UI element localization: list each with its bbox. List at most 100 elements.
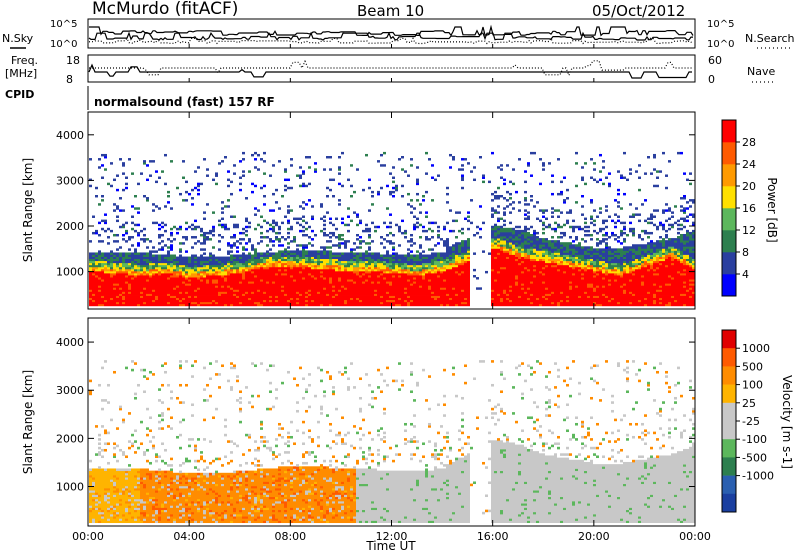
power-cell	[293, 217, 296, 221]
power-cell	[266, 258, 269, 262]
power-cell	[122, 266, 125, 270]
power-cell	[164, 297, 167, 301]
power-cell	[434, 262, 437, 266]
power-cell	[350, 270, 353, 274]
power-cell	[449, 258, 452, 262]
power-cell	[200, 299, 203, 303]
power-cell	[446, 287, 449, 290]
power-cell	[104, 291, 107, 294]
power-cell	[452, 289, 455, 292]
power-cell	[122, 223, 125, 227]
power-cell	[362, 287, 365, 290]
power-cell	[506, 190, 509, 194]
power-cell	[434, 301, 437, 305]
power-cell	[383, 291, 386, 294]
power-cell	[455, 289, 458, 292]
power-cell	[308, 285, 311, 288]
power-cell	[338, 262, 341, 266]
power-cell	[107, 299, 110, 303]
power-cell	[185, 275, 188, 278]
power-cell	[509, 279, 512, 282]
power-cell	[317, 303, 320, 307]
power-cell	[230, 295, 233, 298]
power-cell	[206, 297, 209, 301]
power-cell	[332, 194, 335, 198]
power-cell	[236, 297, 239, 301]
power-cell	[173, 293, 176, 296]
power-cell	[248, 270, 251, 274]
power-cell	[131, 283, 134, 286]
power-cell	[122, 303, 125, 307]
power-cell	[536, 297, 539, 301]
noise-right-tick-bottom: 10^0	[707, 39, 734, 50]
power-cell	[296, 254, 299, 257]
power-cell	[278, 258, 281, 262]
power-cell	[284, 178, 287, 182]
power-cell	[323, 287, 326, 290]
power-cell	[302, 275, 305, 278]
power-cell	[266, 254, 269, 257]
power-cell	[326, 266, 329, 270]
power-cell	[311, 252, 314, 255]
power-cell	[524, 287, 527, 290]
power-cell	[230, 264, 233, 268]
power-cell	[332, 301, 335, 305]
power-cell	[506, 164, 509, 167]
power-cell	[206, 272, 209, 276]
power-cell	[545, 270, 548, 274]
power-cell	[464, 279, 467, 282]
power-cell	[296, 268, 299, 272]
power-cell	[212, 291, 215, 294]
power-cell	[542, 293, 545, 296]
power-cell	[377, 260, 380, 264]
power-cell	[311, 258, 314, 262]
power-cell	[473, 252, 476, 255]
power-cell	[239, 295, 242, 298]
power-cell	[98, 287, 101, 290]
power-cell	[185, 268, 188, 272]
power-cell	[389, 264, 392, 268]
power-cell	[521, 285, 524, 288]
power-cell	[194, 275, 197, 278]
power-cell	[338, 156, 341, 159]
power-cell	[440, 258, 443, 262]
power-cell	[104, 289, 107, 292]
power-cell	[407, 287, 410, 290]
power-cell	[509, 264, 512, 268]
power-cell	[362, 258, 365, 262]
power-cell	[359, 281, 362, 284]
power-cell	[107, 291, 110, 294]
power-cell	[167, 289, 170, 292]
power-cell	[131, 260, 134, 264]
power-cell	[320, 268, 323, 272]
power-cell	[539, 158, 542, 161]
power-cell	[257, 287, 260, 290]
power-cell	[446, 260, 449, 264]
power-cell	[272, 221, 275, 225]
power-cell	[197, 260, 200, 264]
power-cell	[269, 223, 272, 227]
power-cell	[299, 229, 302, 233]
power-cell	[347, 240, 350, 243]
power-cell	[275, 281, 278, 284]
power-cell	[158, 262, 161, 266]
power-cell	[506, 258, 509, 262]
power-cell	[116, 293, 119, 296]
power-cell	[176, 293, 179, 296]
power-cell	[320, 293, 323, 296]
power-cell	[383, 303, 386, 307]
power-cell	[296, 303, 299, 307]
power-cell	[431, 248, 434, 251]
power-cell	[419, 246, 422, 249]
power-cell	[542, 281, 545, 284]
power-cell	[416, 289, 419, 292]
power-cell	[176, 287, 179, 290]
power-cell	[146, 272, 149, 276]
power-cell	[293, 268, 296, 272]
power-cell	[515, 233, 518, 237]
power-cell	[467, 287, 470, 290]
power-cell	[497, 225, 500, 229]
power-cell	[548, 258, 551, 262]
power-cell	[530, 264, 533, 268]
power-cell	[404, 291, 407, 294]
